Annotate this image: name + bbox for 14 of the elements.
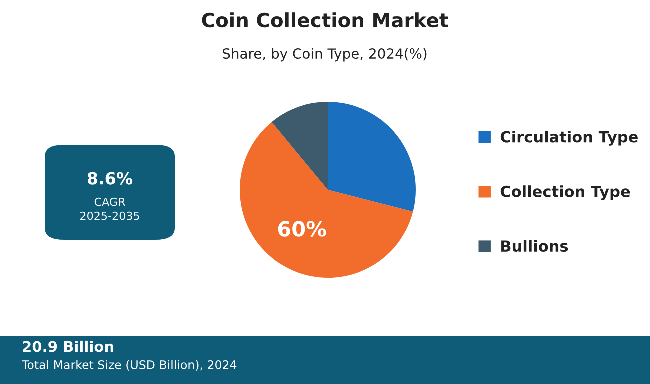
text: 20.9 Billion <box>23 340 114 352</box>
chart-subtitle: Share, by Coin Type, 2024(%) <box>223 48 427 62</box>
text: 2025-2035 <box>80 212 140 220</box>
pie-slice <box>328 102 416 212</box>
legend-label: Bullions <box>502 240 568 252</box>
data-label: 60% <box>278 221 326 237</box>
text: CAGR <box>94 198 126 206</box>
text: Total Market Size (USD Billion), 2024 <box>22 360 237 371</box>
pie-slice <box>272 102 328 190</box>
pie-slice <box>240 122 414 278</box>
chart-title: Coin Collection Market <box>202 12 448 28</box>
text: 8.6% <box>88 172 133 185</box>
legend-label: Circulation Type <box>500 130 638 146</box>
legend-label: Collection Type <box>500 186 630 201</box>
